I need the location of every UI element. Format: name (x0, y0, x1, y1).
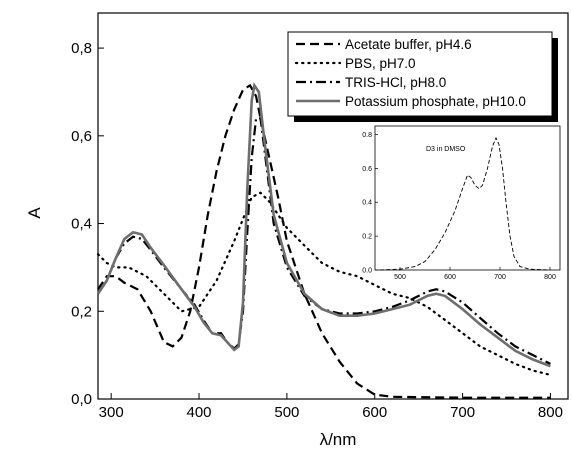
main-plot-frame (97, 12, 569, 400)
y-tick-label: 0,4 (71, 216, 92, 233)
main-plot: 300 400 500 600 700 800 0,00,20,40,60,8 λ/nm … (25, 12, 569, 449)
series-line-2 (96, 191, 552, 376)
inset-x-tick-label: 800 (544, 274, 556, 281)
x-tick-label: 400 (187, 404, 212, 421)
inset-y-tick-label: 0.4 (362, 200, 372, 207)
series-line-4 (96, 81, 551, 368)
y-tick-label: 0,8 (71, 40, 92, 57)
inset-plot: D3 in DMSO 500 600 700 800 0.0 0.2 0.4 0.6 0.8 (362, 125, 561, 281)
y-tick-label: 0,0 (71, 391, 92, 408)
x-tick-label: 500 (274, 404, 299, 421)
legend-label-1: Acetate buffer, pH4.6 (345, 37, 472, 52)
legend-items: Acetate buffer, pH4.6 PBS, pH7.0 TRIS-HCl,… (294, 37, 526, 109)
inset-title: D3 in DMSO (426, 146, 466, 153)
y-tick-label: 0,6 (71, 128, 92, 145)
inset-x-tick-label: 700 (494, 274, 506, 281)
inset-y-tick-label: 0.2 (362, 234, 372, 241)
y-axis-title: A (25, 207, 44, 219)
inset-x-tick-label: 600 (444, 274, 456, 281)
series-line-1 (97, 83, 551, 399)
legend: Acetate buffer, pH4.6 PBS, pH7.0 TRIS-HCl,… (287, 31, 558, 122)
inset-y-tick-label: 0.6 (362, 166, 372, 173)
x-tick-label: 300 (99, 404, 124, 421)
inset-x-tick-label: 500 (394, 274, 406, 281)
x-axis-title: λ/nm (320, 430, 357, 449)
inset-y-tick-label: 0.0 (362, 268, 372, 275)
x-tick-label: 700 (450, 404, 475, 421)
x-tick-label: 600 (362, 404, 387, 421)
x-tick-label: 800 (538, 404, 563, 421)
y-tick-label: 0,2 (71, 303, 92, 320)
main-x-ticks: 300 400 500 600 700 800 (99, 393, 563, 421)
legend-label-2: PBS, pH7.0 (345, 56, 416, 71)
main-series-group (96, 81, 552, 399)
legend-label-4: Potassium phosphate, pH10.0 (345, 94, 526, 109)
inset-y-ticks: 0.0 0.2 0.4 0.6 0.8 (362, 132, 378, 275)
main-y-ticks: 0,0 0,2 0,4 0,6 0,8 (71, 40, 104, 408)
series-line-3 (97, 117, 551, 365)
inset-series-group (379, 136, 551, 271)
inset-y-tick-label: 0.8 (362, 132, 372, 139)
inset-x-ticks: 500 600 700 800 (394, 267, 556, 281)
inset-series-line-1 (379, 136, 551, 271)
inset-plot-frame (374, 125, 561, 271)
legend-label-3: TRIS-HCl, pH8.0 (345, 75, 446, 90)
